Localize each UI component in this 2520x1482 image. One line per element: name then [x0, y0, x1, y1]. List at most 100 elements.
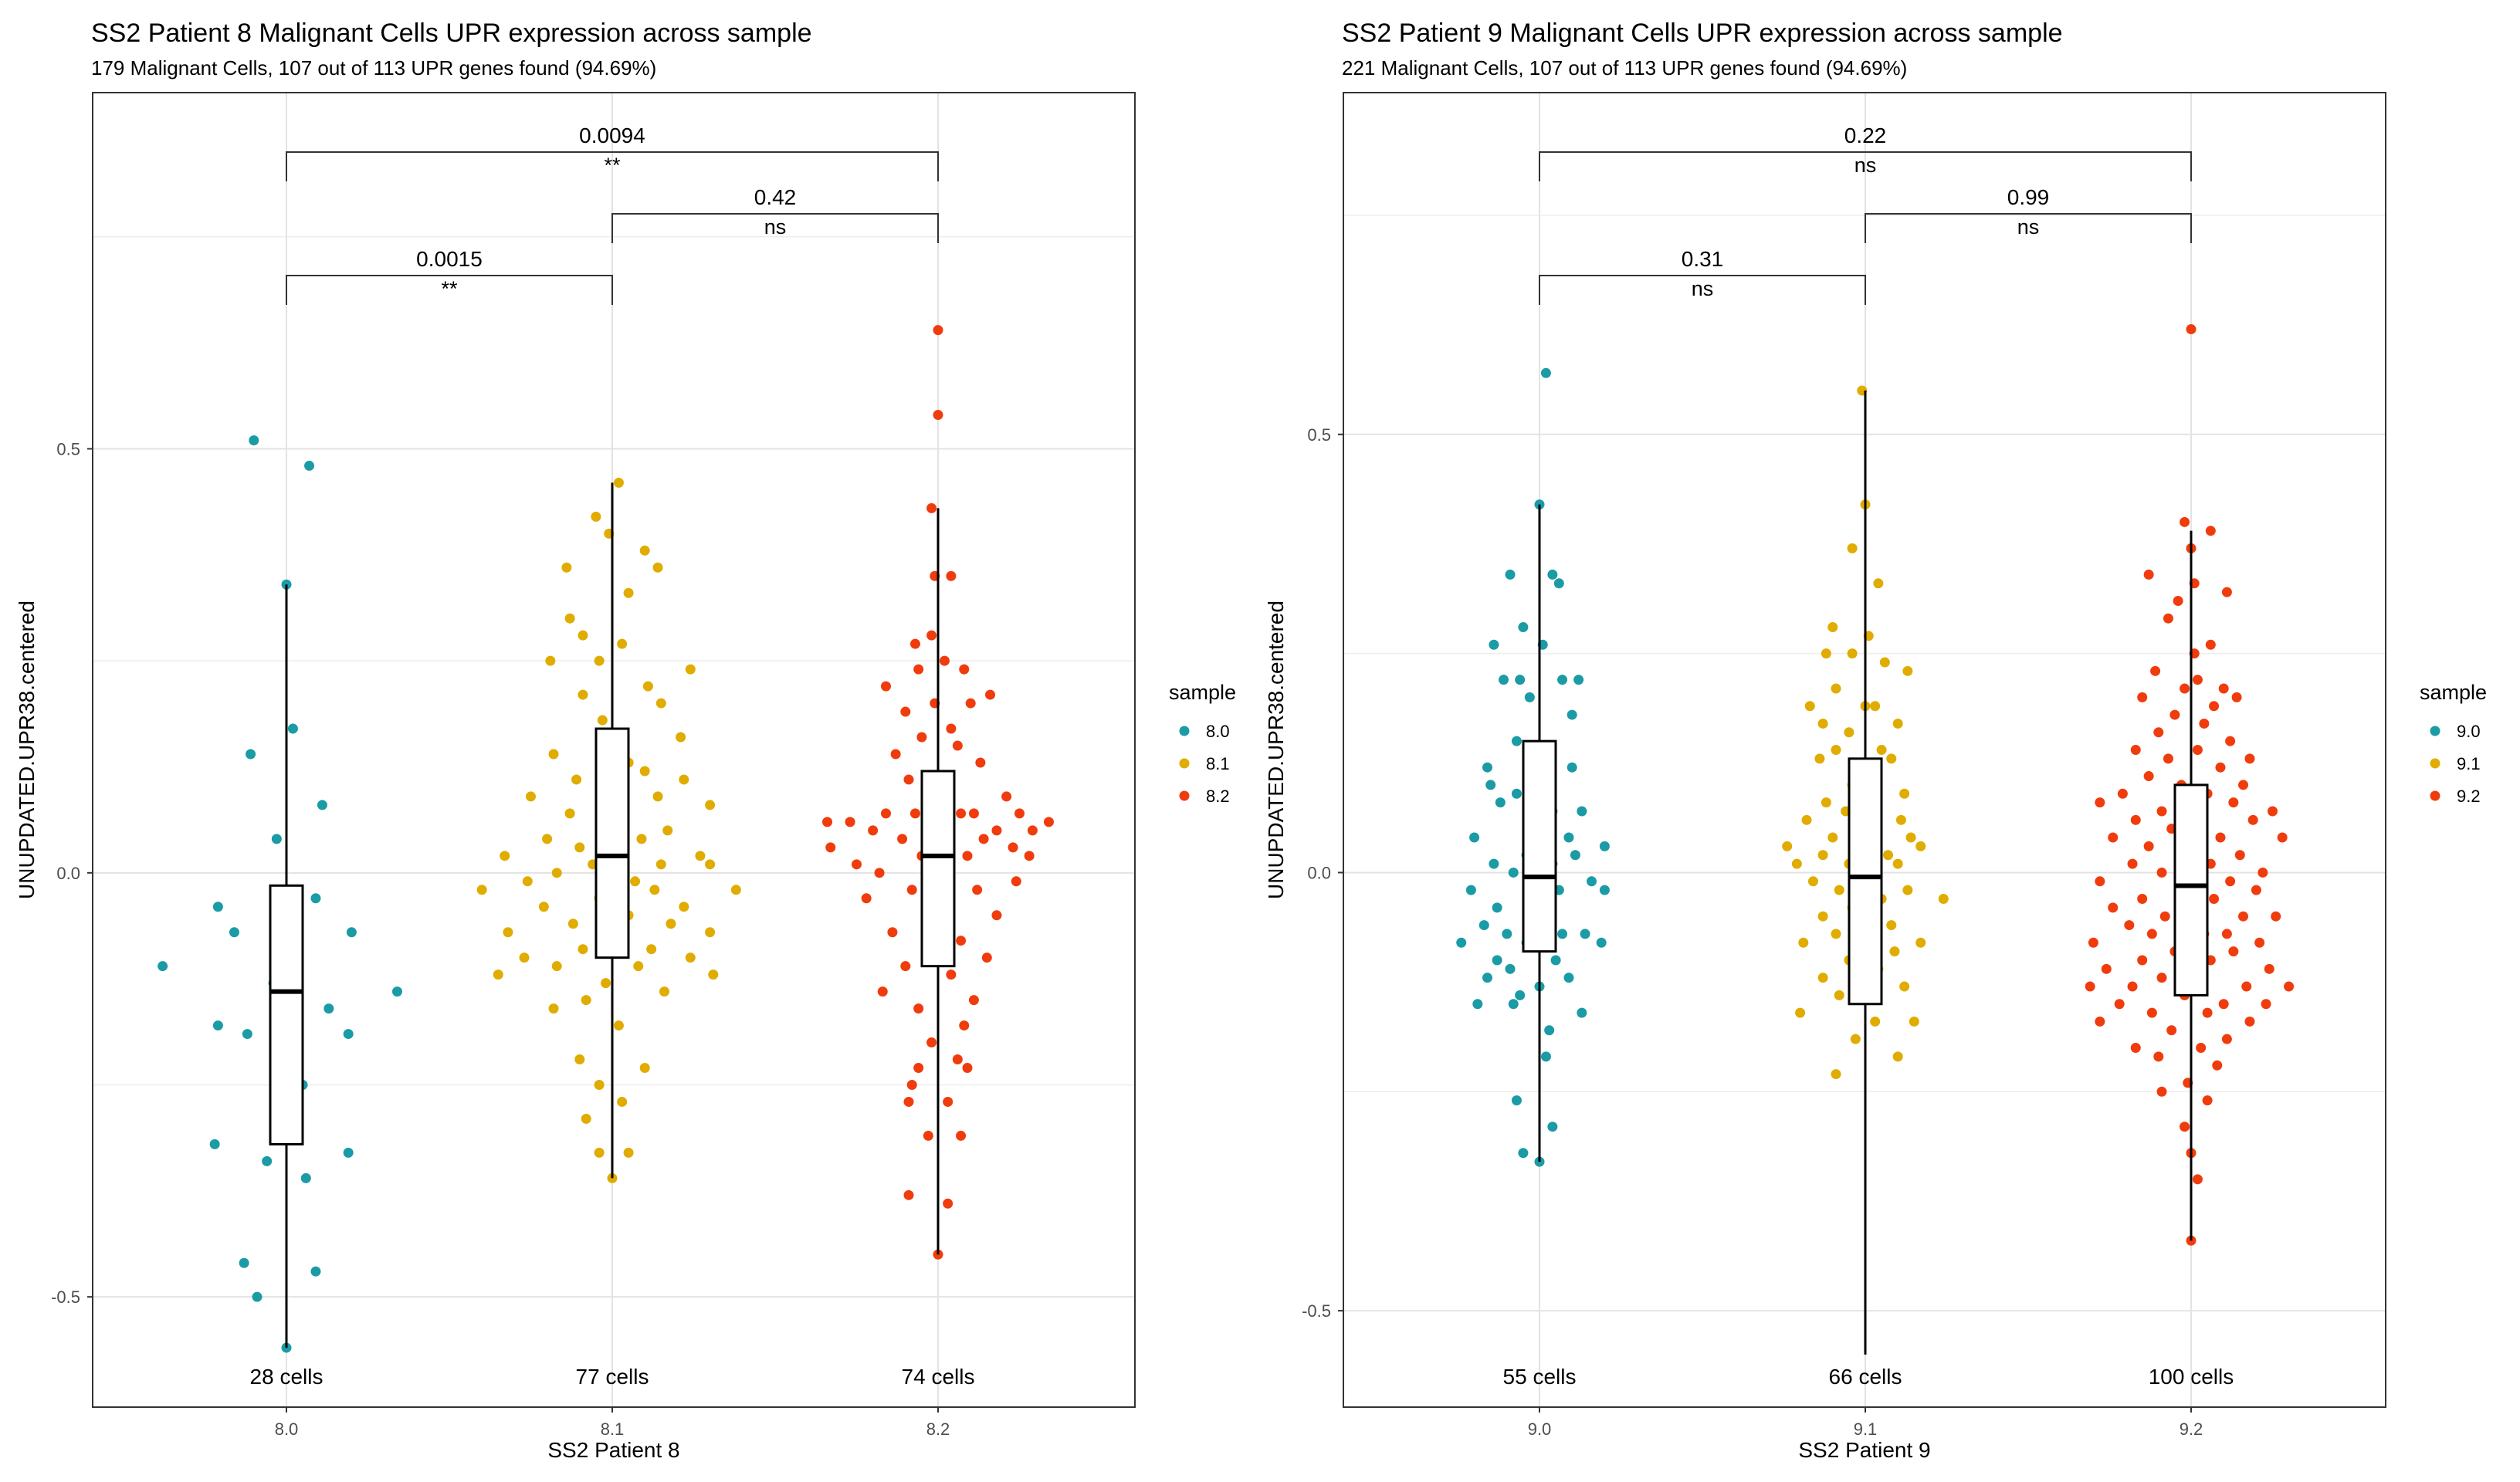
- data-point: [845, 817, 855, 827]
- legend-label: 8.2: [1206, 787, 1230, 806]
- x-axis-title: SS2 Patient 8: [547, 1438, 679, 1462]
- legend-title: sample: [2420, 681, 2487, 704]
- comparison-pvalue: 0.99: [2007, 185, 2050, 209]
- data-point: [522, 876, 533, 887]
- chart-subtitle: 221 Malignant Cells, 107 out of 113 UPR …: [1342, 56, 1907, 80]
- box-iqr: [920, 770, 956, 968]
- legend-label: 9.1: [2457, 754, 2481, 773]
- legend-label: 9.2: [2457, 787, 2481, 806]
- data-point: [623, 587, 634, 598]
- data-point: [2143, 771, 2154, 782]
- y-tick-label: -0.5: [1302, 1301, 1331, 1321]
- x-tick-label: 8.1: [601, 1419, 625, 1439]
- data-point: [2205, 526, 2216, 536]
- data-point: [1567, 762, 1577, 773]
- data-point: [613, 477, 624, 488]
- data-point: [2241, 981, 2252, 992]
- data-point: [2221, 587, 2232, 597]
- data-point: [1515, 990, 1526, 1000]
- data-point: [1831, 683, 1841, 694]
- data-point: [1844, 727, 1854, 738]
- data-point: [2202, 1007, 2213, 1018]
- data-point: [639, 1063, 650, 1074]
- comparison-significance: ns: [2017, 215, 2040, 239]
- chart-panel-2: SS2 Patient 9 Malignant Cells UPR expres…: [1264, 19, 2487, 1462]
- data-point: [880, 681, 891, 692]
- data-point: [2247, 814, 2258, 825]
- comparison-significance: ns: [1854, 154, 1877, 177]
- data-point: [2212, 1060, 2223, 1071]
- data-point: [861, 893, 872, 904]
- data-point: [571, 774, 582, 785]
- data-point: [1511, 736, 1522, 746]
- data-point: [548, 1003, 559, 1014]
- data-point: [1524, 692, 1535, 702]
- data-point: [900, 706, 911, 717]
- data-point: [209, 1139, 220, 1149]
- data-point: [1895, 814, 1906, 825]
- data-point: [2228, 946, 2239, 957]
- data-point: [956, 808, 967, 819]
- data-point: [2205, 639, 2216, 650]
- data-point: [923, 1130, 933, 1141]
- data-point: [2244, 753, 2255, 764]
- data-point: [564, 808, 575, 819]
- comparison-significance: **: [441, 277, 458, 300]
- data-point: [567, 919, 578, 929]
- cell-count-label: 28 cells: [250, 1365, 323, 1389]
- data-point: [1482, 973, 1492, 983]
- data-point: [1469, 832, 1480, 843]
- data-point: [903, 1096, 914, 1107]
- data-point: [601, 978, 611, 989]
- data-point: [981, 952, 992, 963]
- data-point: [343, 1147, 354, 1158]
- chart-title: SS2 Patient 8 Malignant Cells UPR expres…: [91, 19, 812, 48]
- data-point: [2192, 745, 2203, 755]
- cell-count-label: 66 cells: [1829, 1365, 1902, 1389]
- data-point: [1024, 851, 1035, 861]
- data-point: [242, 1029, 252, 1040]
- comparison-significance: ns: [1692, 277, 1714, 300]
- data-point: [903, 1189, 914, 1200]
- data-point: [633, 961, 644, 972]
- data-point: [542, 834, 553, 844]
- data-point: [2108, 832, 2119, 843]
- data-point: [2156, 1086, 2167, 1097]
- comparison-bracket: [286, 151, 939, 181]
- data-point: [594, 655, 605, 666]
- data-point: [1804, 701, 1815, 712]
- data-point: [2088, 937, 2098, 948]
- data-point: [655, 698, 666, 709]
- data-point: [1795, 1007, 1806, 1018]
- data-point: [1817, 850, 1828, 861]
- data-point: [695, 851, 706, 861]
- data-point: [1577, 806, 1587, 817]
- data-point: [1883, 850, 1894, 861]
- data-point: [551, 961, 562, 972]
- data-point: [1831, 929, 1841, 939]
- data-point: [1817, 718, 1828, 729]
- data-point: [310, 893, 321, 904]
- data-point: [676, 732, 686, 743]
- data-point: [1489, 858, 1499, 869]
- data-point: [2114, 999, 2125, 1010]
- data-point: [2264, 963, 2274, 974]
- data-point: [2143, 841, 2154, 851]
- data-point: [1505, 963, 1516, 974]
- data-point: [1495, 797, 1506, 808]
- data-point: [1557, 929, 1568, 939]
- data-point: [906, 1079, 917, 1090]
- data-point: [1472, 999, 1483, 1010]
- data-point: [975, 757, 986, 768]
- data-point: [2095, 1016, 2105, 1027]
- x-tick-label: 9.1: [1854, 1419, 1878, 1439]
- legend-title: sample: [1169, 681, 1236, 704]
- data-point: [991, 910, 1002, 921]
- data-point: [946, 969, 957, 980]
- comparison-bracket: [1865, 213, 2192, 243]
- data-point: [730, 885, 741, 895]
- data-point: [2215, 832, 2226, 843]
- data-point: [1465, 885, 1476, 895]
- data-point: [956, 1130, 967, 1141]
- data-point: [623, 1147, 634, 1158]
